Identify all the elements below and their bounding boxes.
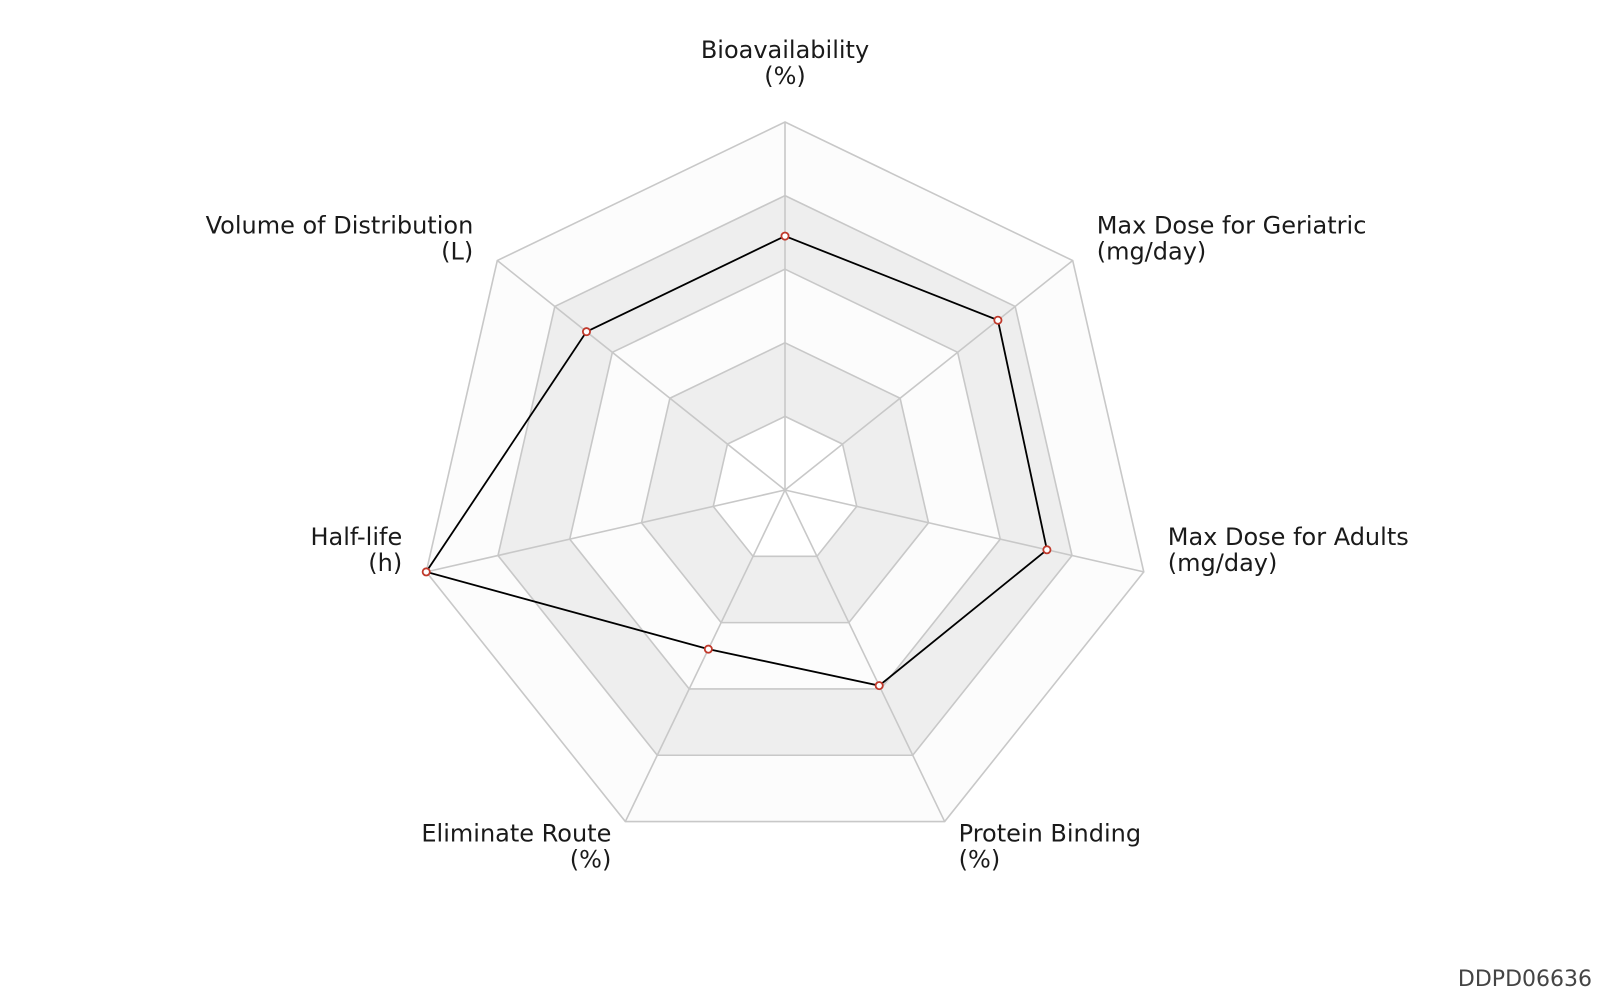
axis-label-unit: (mg/day) [1097, 238, 1207, 266]
data-point-4 [703, 644, 713, 654]
axis-spoke-5 [426, 489, 786, 573]
axis-label-name: Max Dose for Adults [1168, 523, 1409, 551]
data-point-1 [993, 315, 1003, 325]
axis-label-unit: (%) [570, 846, 612, 874]
grid-lines [425, 121, 1145, 823]
axis-label-unit: (%) [764, 62, 806, 90]
axis-label-4: Eliminate Route (%) [421, 820, 611, 874]
grid-ring-1 [712, 415, 858, 558]
axis-spoke-6 [496, 259, 786, 491]
axis-label-5: Half-life (h) [310, 523, 402, 577]
axis-label-0: Bioavailability (%) [701, 36, 869, 90]
data-point-5 [421, 567, 431, 577]
axis-spoke-3 [784, 489, 946, 822]
axis-label-unit: (%) [959, 846, 1001, 874]
axis-labels: Bioavailability (%)Max Dose for Geriatric… [206, 36, 1409, 874]
data-point-6 [581, 327, 591, 337]
axis-label-unit: (L) [441, 238, 473, 266]
axis-label-unit: (h) [368, 549, 402, 577]
axis-label-6: Volume of Distribution (L) [206, 212, 474, 266]
axis-label-name: Max Dose for Geriatric [1097, 212, 1367, 240]
data-series-line [424, 235, 1048, 687]
axis-spokes [426, 122, 1144, 822]
grid-ring-5 [425, 121, 1145, 823]
axis-label-3: Protein Binding (%) [959, 820, 1141, 874]
axis-spoke-4 [624, 489, 786, 822]
axis-label-name: Half-life [310, 523, 402, 551]
grid-ring-2 [640, 341, 930, 624]
data-point-2 [1042, 545, 1052, 555]
axis-label-name: Volume of Distribution [206, 212, 474, 240]
data-layer [421, 231, 1052, 691]
watermark-id: DDPD06636 [1457, 967, 1592, 992]
axis-label-1: Max Dose for Geriatric (mg/day) [1097, 212, 1367, 266]
axis-label-name: Eliminate Route [421, 820, 611, 848]
grid-ring-4 [497, 194, 1073, 757]
axis-label-name: Protein Binding [959, 820, 1141, 848]
axis-spoke-2 [784, 489, 1144, 573]
axis-label-unit: (mg/day) [1168, 549, 1278, 577]
axis-label-2: Max Dose for Adults (mg/day) [1168, 523, 1409, 577]
axis-label-name: Bioavailability [701, 36, 869, 64]
data-point-0 [780, 231, 790, 241]
axis-spoke-1 [784, 259, 1074, 491]
data-point-3 [874, 681, 884, 691]
grid-ring-3 [568, 268, 1002, 690]
